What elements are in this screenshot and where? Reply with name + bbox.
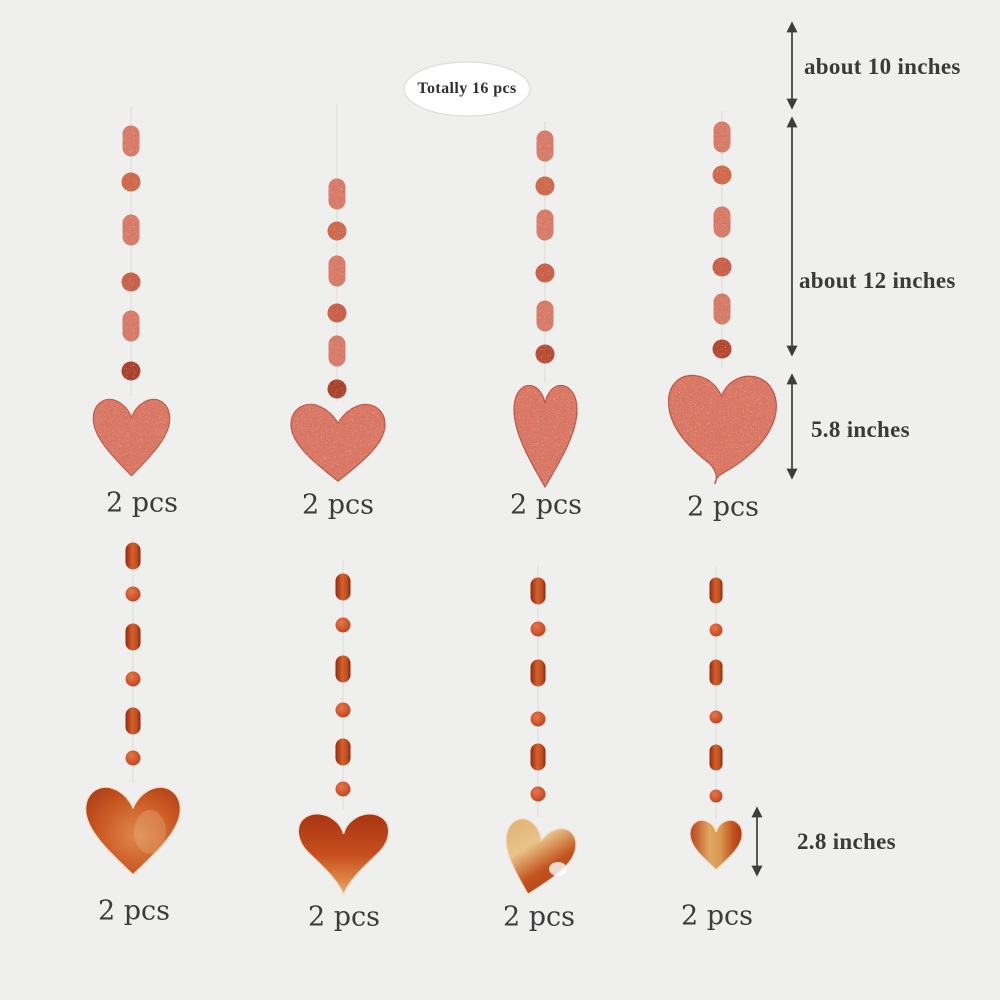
glitter-pill-bead: [122, 214, 140, 246]
foil-pill-bead: [709, 744, 723, 771]
foil-pill-bead: [125, 707, 141, 735]
glitter-round-bead: [712, 165, 732, 185]
glitter-round-bead: [327, 379, 347, 399]
pieces-label-6: 2 pcs: [307, 901, 381, 933]
foil-heart-small: [689, 819, 743, 871]
foil-round-bead: [125, 750, 141, 766]
pieces-label-1: 2 pcs: [105, 487, 179, 519]
garland-foil-classic: [84, 542, 182, 876]
glitter-round-bead: [121, 172, 141, 192]
foil-pill-bead: [335, 738, 351, 766]
glitter-round-bead: [327, 303, 347, 323]
pieces-label-7: 2 pcs: [502, 901, 576, 933]
glitter-pill-bead: [328, 255, 346, 287]
measurement-small-heart: 2.8 inches: [797, 829, 896, 854]
foil-heart-tilted: [505, 818, 577, 896]
foil-heart-shine: [549, 862, 567, 876]
foil-round-bead: [530, 711, 546, 727]
glitter-pill-bead: [536, 209, 554, 241]
foil-heart-pointed: [297, 813, 390, 898]
pieces-label-8: 2 pcs: [680, 900, 754, 932]
glitter-heart-swirl: [668, 374, 777, 485]
foil-round-bead: [335, 702, 351, 718]
foil-round-bead: [709, 789, 723, 803]
foil-pill-bead: [530, 577, 546, 605]
glitter-pill-bead: [122, 310, 140, 342]
glitter-round-bead: [712, 339, 732, 359]
glitter-round-bead: [327, 221, 347, 241]
foil-pill-bead: [125, 542, 141, 570]
foil-round-bead: [530, 786, 546, 802]
foil-heart-classic: [84, 786, 182, 876]
glitter-pill-bead: [536, 130, 554, 162]
glitter-pill-bead: [328, 335, 346, 367]
pieces-label-5: 2 pcs: [97, 895, 171, 927]
foil-pill-bead: [335, 573, 351, 601]
glitter-heart-wide: [290, 403, 386, 482]
glitter-pill-bead: [536, 300, 554, 332]
garland-foil-tilted: [505, 577, 577, 896]
foil-round-bead: [125, 671, 141, 687]
glitter-round-bead: [535, 344, 555, 364]
garland-glitter-classic: [92, 125, 171, 477]
glitter-pill-bead: [713, 293, 731, 325]
foil-pill-bead: [709, 577, 723, 604]
foil-pill-bead: [709, 659, 723, 686]
glitter-round-bead: [712, 257, 732, 277]
glitter-heart-classic: [92, 398, 171, 477]
measure-arrows: [751, 21, 798, 877]
pieces-label-3: 2 pcs: [509, 489, 583, 521]
total-count-badge: [403, 61, 531, 117]
foil-round-bead: [335, 781, 351, 797]
foil-round-bead: [530, 621, 546, 637]
foil-pill-bead: [335, 655, 351, 683]
foil-pill-bead: [125, 623, 141, 651]
garland-glitter-swirl: [668, 121, 777, 485]
foil-round-bead: [335, 617, 351, 633]
foil-round-bead: [125, 586, 141, 602]
glitter-round-bead: [535, 263, 555, 283]
garland-glitter-tall: [513, 130, 578, 489]
measurement-large-heart: 5.8 inches: [811, 417, 910, 442]
pieces-label-2: 2 pcs: [301, 489, 375, 521]
glitter-round-bead: [121, 272, 141, 292]
glitter-pill-bead: [713, 121, 731, 153]
pieces-label-4: 2 pcs: [686, 491, 760, 523]
glitter-round-bead: [121, 361, 141, 381]
measurement-hang-string: about 10 inches: [804, 54, 961, 79]
glitter-pill-bead: [328, 178, 346, 210]
glitter-pill-bead: [713, 206, 731, 238]
foil-heart-sheen: [134, 810, 166, 854]
hanging-strings: [130, 104, 723, 819]
foil-round-bead: [709, 710, 723, 724]
measurement-bead-string: about 12 inches: [799, 268, 956, 293]
garland-glitter-wide: [290, 178, 386, 482]
garland-foil-small: [689, 577, 743, 871]
glitter-heart-tall: [513, 384, 578, 489]
foil-round-bead: [709, 623, 723, 637]
glitter-round-bead: [535, 176, 555, 196]
foil-pill-bead: [530, 743, 546, 771]
garland-foil-pointed: [297, 573, 390, 898]
foil-pill-bead: [530, 659, 546, 687]
glitter-pill-bead: [122, 125, 140, 157]
total-count-label: Totally 16 pcs: [417, 80, 517, 97]
